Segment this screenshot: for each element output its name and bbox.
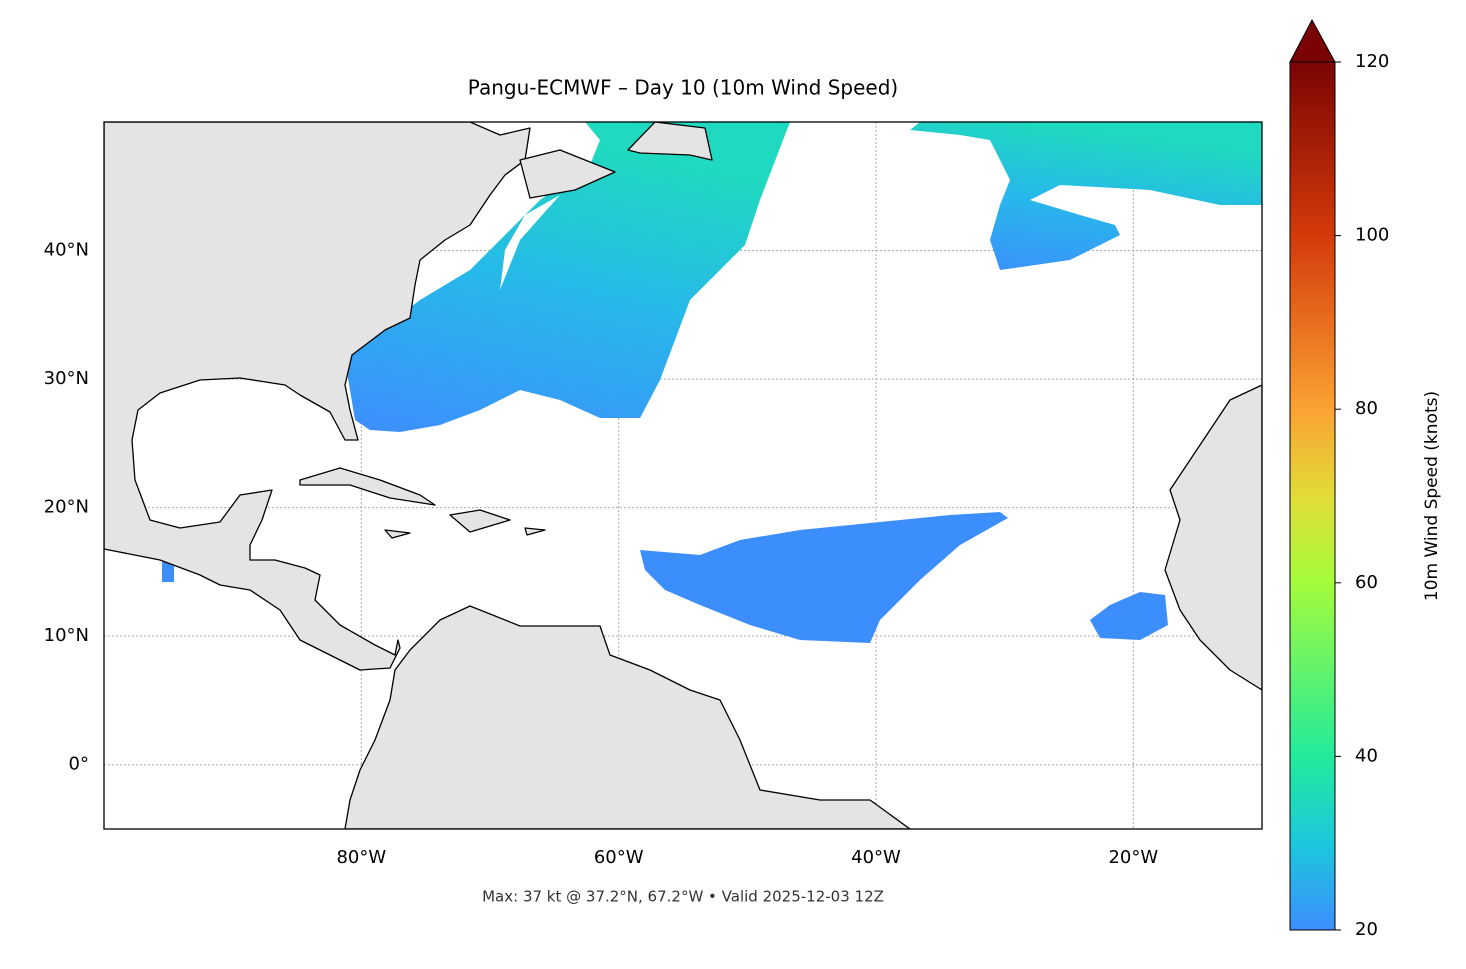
newfoundland — [627, 122, 713, 161]
colorbar-label: 10m Wind Speed (knots) — [1422, 391, 1442, 601]
land — [104, 122, 1262, 829]
x-tick-label: 60°W — [594, 847, 644, 868]
plot-frame — [103, 121, 1263, 830]
wind-area — [1090, 592, 1168, 640]
y-tick-label: 20°N — [44, 497, 89, 518]
colorbar-tick-label: 100 — [1355, 225, 1389, 246]
colorbar-tick-label: 60 — [1355, 572, 1378, 593]
x-tick-label: 20°W — [1108, 847, 1158, 868]
wind-area — [162, 562, 174, 582]
y-tick-label: 10°N — [44, 625, 89, 646]
north-america — [104, 122, 531, 671]
colorbar-extend — [1289, 18, 1336, 63]
x-tick-label: 80°W — [336, 847, 386, 868]
y-tick-label: 40°N — [44, 240, 89, 261]
colorbar-tick-label: 120 — [1355, 51, 1389, 72]
colorbar-tick-label: 40 — [1355, 745, 1378, 766]
wind-area — [345, 122, 790, 432]
y-tick-label: 30°N — [44, 368, 89, 389]
colorbar-scale — [1289, 61, 1336, 931]
wind-area — [640, 512, 1008, 643]
africa — [1164, 384, 1262, 691]
south-america — [344, 605, 911, 829]
cuba — [299, 467, 436, 506]
wind-area — [910, 122, 1262, 270]
wind-field — [162, 122, 1262, 643]
x-tick-label: 40°W — [851, 847, 901, 868]
calm-area — [500, 195, 560, 290]
puerto-rico — [524, 527, 546, 536]
map — [104, 122, 1262, 829]
footnote: Max: 37 kt @ 37.2°N, 67.2°W • Valid 2025… — [482, 888, 884, 906]
colorbar-tick-label: 80 — [1355, 398, 1378, 419]
colorbar-tick-label: 20 — [1355, 919, 1378, 940]
chart-title: Pangu-ECMWF – Day 10 (10m Wind Speed) — [468, 76, 898, 100]
y-tick-label: 0° — [69, 754, 89, 775]
jamaica — [384, 529, 411, 539]
nova-scotia — [519, 149, 616, 199]
hispaniola — [449, 509, 511, 533]
colorbar: 10m Wind Speed (knots) 20 40 60 80 100 120 — [1289, 18, 1442, 940]
